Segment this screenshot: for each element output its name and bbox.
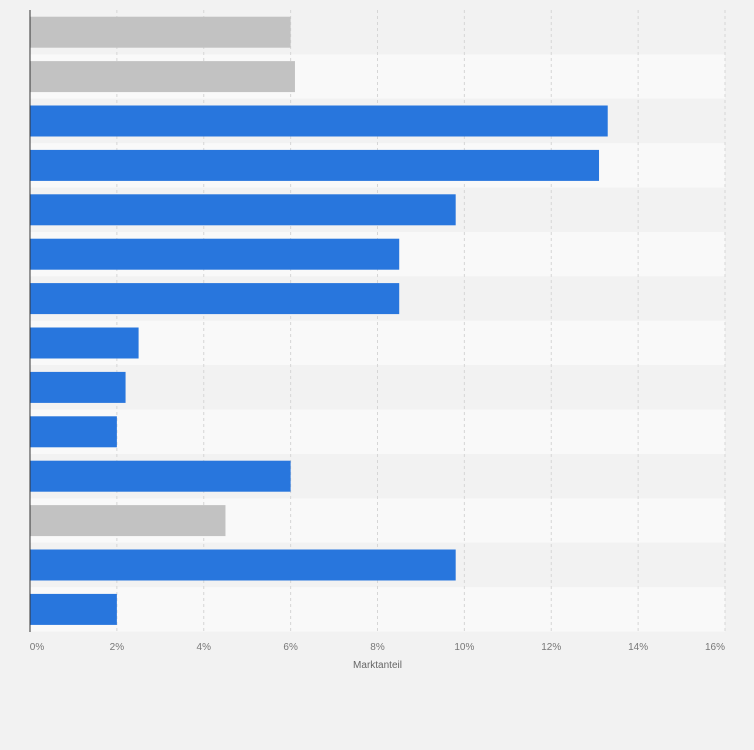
bar bbox=[30, 149, 600, 181]
bar bbox=[30, 416, 117, 448]
bar bbox=[30, 505, 226, 537]
x-tick-label: 14% bbox=[628, 642, 648, 653]
x-tick-label: 16% bbox=[705, 642, 725, 653]
bar bbox=[30, 593, 117, 625]
bar bbox=[30, 105, 608, 137]
bar bbox=[30, 16, 291, 48]
bar bbox=[30, 549, 456, 581]
x-tick-label: 12% bbox=[541, 642, 561, 653]
bar bbox=[30, 194, 456, 226]
bar bbox=[30, 61, 295, 93]
x-tick-label: 4% bbox=[197, 642, 212, 653]
bar bbox=[30, 238, 400, 270]
x-tick-labels: 0% 2% 4% 6% 8% 10% 12% 14% 16% bbox=[30, 642, 725, 653]
bar bbox=[30, 460, 291, 492]
bar bbox=[30, 283, 400, 315]
x-tick-label: 6% bbox=[283, 642, 298, 653]
bar bbox=[30, 371, 126, 403]
bars bbox=[30, 16, 608, 625]
x-axis-title: Marktanteil bbox=[353, 660, 402, 671]
x-tick-label: 2% bbox=[110, 642, 125, 653]
bar bbox=[30, 327, 139, 359]
x-tick-label: 8% bbox=[370, 642, 385, 653]
x-tick-label: 0% bbox=[30, 642, 45, 653]
x-tick-label: 10% bbox=[454, 642, 474, 653]
